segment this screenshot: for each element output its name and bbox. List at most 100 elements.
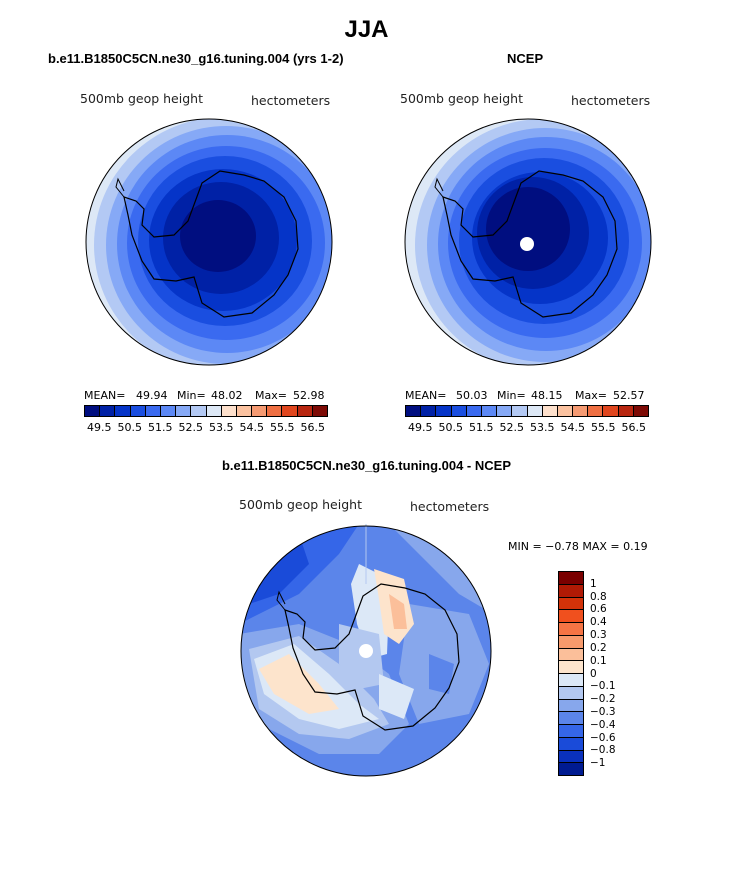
panel-1-max-label: Max=	[255, 389, 287, 402]
colorbar-tick-label: 50.5	[438, 421, 464, 434]
colorbar-swatch	[559, 610, 583, 623]
colorbar-swatch	[115, 406, 131, 416]
panel-1-min-label: Min=	[177, 389, 206, 402]
colorbar-swatch	[252, 406, 268, 416]
panel-1-mean-label: MEAN=	[84, 389, 126, 402]
colorbar-tick-label: 49.5	[408, 421, 433, 434]
colorbar-swatch	[206, 406, 222, 416]
colorbar-swatch	[557, 406, 574, 416]
diff-panel-units: hectometers	[410, 499, 490, 514]
panel-2-max-value: 52.57	[613, 389, 645, 402]
colorbar-swatch	[221, 406, 237, 416]
colorbar-tick-label: −0.4	[590, 718, 616, 731]
colorbar-tick-label: 0.8	[590, 590, 607, 603]
colorbar-swatch	[559, 725, 583, 738]
colorbar-tick-label: 0.3	[590, 629, 607, 642]
colorbar-tick-label: 55.5	[591, 421, 616, 434]
colorbar-tick-label: −1	[590, 757, 606, 770]
panel-2-mean-label: MEAN=	[405, 389, 447, 402]
colorbar-tick-label: 0.6	[590, 603, 607, 616]
colorbar-swatch	[512, 406, 528, 416]
diff-panel-stats: MIN = −0.78 MAX = 0.19	[508, 540, 648, 553]
panel-2-map	[404, 118, 652, 366]
panel-1-title: b.e11.B1850C5CN.ne30_g16.tuning.004 (yrs…	[48, 51, 344, 66]
colorbar-swatch	[297, 406, 313, 416]
colorbar-tick-label: −0.3	[590, 705, 616, 718]
colorbar-swatch	[633, 406, 648, 416]
colorbar-tick-label: −0.1	[590, 680, 616, 693]
colorbar-swatch	[312, 406, 327, 416]
panel-2-min-label: Min=	[497, 389, 526, 402]
colorbar-swatch	[282, 406, 298, 416]
colorbar-swatch	[559, 623, 583, 636]
colorbar-swatch	[559, 635, 583, 649]
colorbar-tick-label: 53.5	[530, 421, 555, 434]
panel-1-colorbar	[84, 405, 328, 417]
panel-2-max-label: Max=	[575, 389, 607, 402]
colorbar-tick-label: −0.6	[590, 731, 616, 744]
colorbar-swatch	[559, 572, 583, 585]
panel-1-map	[85, 118, 333, 366]
colorbar-swatch	[145, 406, 161, 416]
colorbar-swatch	[176, 406, 192, 416]
colorbar-tick-label: 55.5	[270, 421, 295, 434]
colorbar-swatch	[527, 406, 543, 416]
colorbar-swatch	[588, 406, 604, 416]
panel-2-title: NCEP	[507, 51, 544, 66]
diff-panel-map	[240, 524, 492, 777]
colorbar-swatch	[191, 406, 207, 416]
colorbar-tick-label: 0.1	[590, 654, 607, 667]
colorbar-swatch	[100, 406, 116, 416]
colorbar-swatch	[559, 584, 583, 598]
colorbar-swatch	[559, 750, 583, 764]
panel-1-field-label: 500mb geop height	[80, 91, 203, 106]
colorbar-swatch	[436, 406, 452, 416]
colorbar-swatch	[160, 406, 177, 416]
panel-2-min-value: 48.15	[531, 389, 563, 402]
diff-panel-field-label: 500mb geop height	[239, 497, 362, 512]
colorbar-swatch	[603, 406, 619, 416]
panel-1-max-value: 52.98	[293, 389, 325, 402]
figure-title: JJA	[344, 16, 389, 43]
panel-1-units: hectometers	[251, 93, 331, 108]
panel-1-mean-value: 49.94	[136, 389, 168, 402]
colorbar-tick-label: 51.5	[148, 421, 173, 434]
colorbar-tick-label: 54.5	[239, 421, 265, 434]
colorbar-swatch	[559, 737, 583, 751]
colorbar-tick-label: 52.5	[178, 421, 204, 434]
colorbar-tick-label: 1	[590, 577, 597, 590]
colorbar-tick-label: 51.5	[469, 421, 494, 434]
colorbar-swatch	[559, 686, 583, 700]
colorbar-swatch	[559, 597, 583, 611]
colorbar-swatch	[559, 712, 583, 725]
colorbar-swatch	[481, 406, 498, 416]
colorbar-tick-label: −0.8	[590, 744, 616, 757]
colorbar-swatch	[267, 406, 283, 416]
colorbar-tick-label: 56.5	[621, 421, 647, 434]
panel-2-mean-value: 50.03	[456, 389, 488, 402]
colorbar-tick-label: 0	[590, 667, 597, 680]
colorbar-tick-label: 49.5	[87, 421, 112, 434]
colorbar-tick-label: 56.5	[300, 421, 326, 434]
colorbar-swatch	[451, 406, 467, 416]
colorbar-swatch	[559, 674, 583, 687]
colorbar-tick-label: 52.5	[499, 421, 525, 434]
colorbar-swatch	[130, 406, 146, 416]
diff-panel-title: b.e11.B1850C5CN.ne30_g16.tuning.004 - NC…	[221, 458, 511, 473]
colorbar-tick-label: 50.5	[117, 421, 143, 434]
colorbar-swatch	[559, 763, 583, 775]
colorbar-swatch	[542, 406, 558, 416]
colorbar-swatch	[618, 406, 634, 416]
colorbar-swatch	[466, 406, 482, 416]
colorbar-swatch	[421, 406, 437, 416]
colorbar-swatch	[559, 699, 583, 713]
colorbar-swatch	[236, 406, 253, 416]
colorbar-swatch	[497, 406, 513, 416]
panel-2-units: hectometers	[571, 93, 651, 108]
colorbar-swatch	[85, 406, 101, 416]
colorbar-swatch	[559, 648, 583, 662]
colorbar-tick-label: 0.4	[590, 616, 607, 629]
panel-2-field-label: 500mb geop height	[400, 91, 523, 106]
colorbar-swatch	[406, 406, 422, 416]
diff-colorbar	[558, 571, 584, 776]
